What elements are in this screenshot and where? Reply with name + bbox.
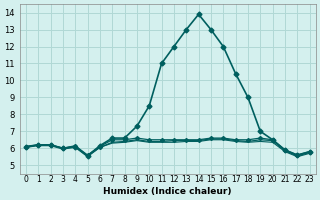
X-axis label: Humidex (Indice chaleur): Humidex (Indice chaleur) bbox=[103, 187, 232, 196]
